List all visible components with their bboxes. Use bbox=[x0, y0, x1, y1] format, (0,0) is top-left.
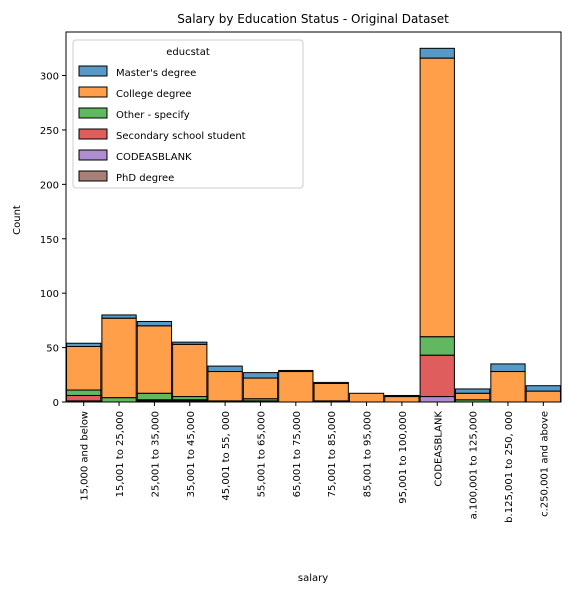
legend-swatch bbox=[78, 149, 108, 161]
bar-college-degree-7 bbox=[313, 383, 349, 402]
bar-master-s-degree-12 bbox=[490, 363, 526, 373]
legend-swatch bbox=[78, 170, 108, 182]
y-tick-label: 300 bbox=[40, 72, 59, 83]
x-tick-label: 15,001 to 25,000 bbox=[115, 411, 126, 497]
legend-label: Other - specify bbox=[116, 110, 190, 121]
bar-other-specify-0 bbox=[66, 389, 102, 396]
legend-swatch bbox=[78, 86, 108, 98]
legend-swatch bbox=[78, 107, 108, 119]
bar-other-specify-2 bbox=[136, 392, 173, 401]
x-axis-label: salary bbox=[298, 573, 328, 584]
bar-college-degree-6 bbox=[278, 371, 314, 403]
x-tick-label: CODEASBLANK bbox=[433, 411, 444, 487]
x-tick-label: 25,001 to 35,000 bbox=[150, 411, 161, 497]
y-tick-label: 50 bbox=[46, 344, 59, 355]
bar-college-degree-8 bbox=[348, 392, 385, 403]
legend-swatch bbox=[78, 65, 108, 77]
bar-master-s-degree-11 bbox=[454, 388, 491, 394]
bar-college-degree-12 bbox=[490, 371, 526, 403]
bar-master-s-degree-5 bbox=[242, 372, 279, 379]
bar-master-s-degree-1 bbox=[101, 314, 137, 319]
plot-area: 0 50 100 150 200 250 300 15,000 and below 15,001… bbox=[40, 31, 562, 523]
bar-master-s-degree-10 bbox=[419, 47, 455, 59]
x-tick-label: b.125,001 to 250, 000 bbox=[504, 411, 515, 523]
legend-frame bbox=[72, 39, 304, 189]
x-tick-label: 55,001 to 65,000 bbox=[256, 411, 267, 497]
x-tick-label: c.250,001 and above bbox=[539, 411, 550, 517]
x-tick-label: a.100,001 to 125,000 bbox=[469, 411, 480, 519]
legend-swatch bbox=[78, 128, 108, 140]
bar-master-s-degree-3 bbox=[172, 341, 208, 345]
bar-college-degree-1 bbox=[101, 317, 137, 399]
legend-label: CODEASBLANK bbox=[116, 152, 192, 163]
x-tick-label: 65,001 to 75,000 bbox=[292, 411, 303, 497]
legend: educstat Master's degree College degree Oth… bbox=[72, 39, 304, 189]
x-tick-label: 45,001 to 55, 000 bbox=[221, 411, 232, 501]
bar-other-specify-1 bbox=[101, 397, 137, 403]
bar-college-degree-10 bbox=[419, 57, 455, 338]
bar-secondary-school-student-0 bbox=[66, 394, 102, 402]
x-tick-label: 85,001 to 95,000 bbox=[363, 411, 374, 497]
y-axis-label: Count bbox=[12, 205, 23, 235]
bar-college-degree-4 bbox=[207, 371, 243, 402]
y-tick-label: 250 bbox=[40, 126, 59, 137]
bar-codeasblank-10 bbox=[419, 396, 455, 403]
y-tick-label: 150 bbox=[40, 235, 59, 246]
bar-secondary-school-student-10 bbox=[419, 354, 455, 398]
bar-master-s-degree-2 bbox=[136, 320, 173, 327]
bar-master-s-degree-9 bbox=[384, 394, 420, 398]
legend-label: Master's degree bbox=[116, 68, 196, 79]
legend-title: educstat bbox=[166, 47, 210, 58]
bar-other-specify-10 bbox=[419, 336, 455, 356]
bar-college-degree-13 bbox=[525, 390, 561, 403]
legend-label: PhD degree bbox=[116, 173, 174, 184]
legend-label: Secondary school student bbox=[116, 131, 246, 142]
x-tick-label: 35,001 to 45,000 bbox=[186, 411, 197, 497]
y-tick-label: 0 bbox=[53, 398, 59, 409]
bar-master-s-degree-4 bbox=[207, 365, 243, 373]
chart-title: Salary by Education Status - Original Da… bbox=[177, 12, 449, 26]
bar-master-s-degree-7 bbox=[313, 381, 349, 385]
bar-master-s-degree-6 bbox=[278, 369, 314, 373]
bar-college-degree-11 bbox=[454, 392, 491, 401]
legend-label: College degree bbox=[116, 89, 192, 100]
x-tick-label: 75,001 to 85,000 bbox=[327, 411, 338, 497]
bar-college-degree-3 bbox=[172, 343, 208, 398]
bar-college-degree-9 bbox=[384, 396, 420, 403]
x-tick-label: 95,001 to 100,000 bbox=[398, 411, 409, 504]
bar-master-s-degree-13 bbox=[525, 385, 561, 392]
y-tick-label: 100 bbox=[40, 289, 59, 300]
x-tick-label: 15,000 and below bbox=[80, 411, 91, 501]
bar-college-degree-0 bbox=[66, 346, 102, 391]
plot-frame bbox=[65, 31, 562, 403]
bar-master-s-degree-0 bbox=[66, 342, 102, 347]
y-tick-label: 200 bbox=[40, 180, 59, 191]
bar-college-degree-5 bbox=[242, 377, 279, 400]
bar-college-degree-2 bbox=[136, 325, 173, 394]
